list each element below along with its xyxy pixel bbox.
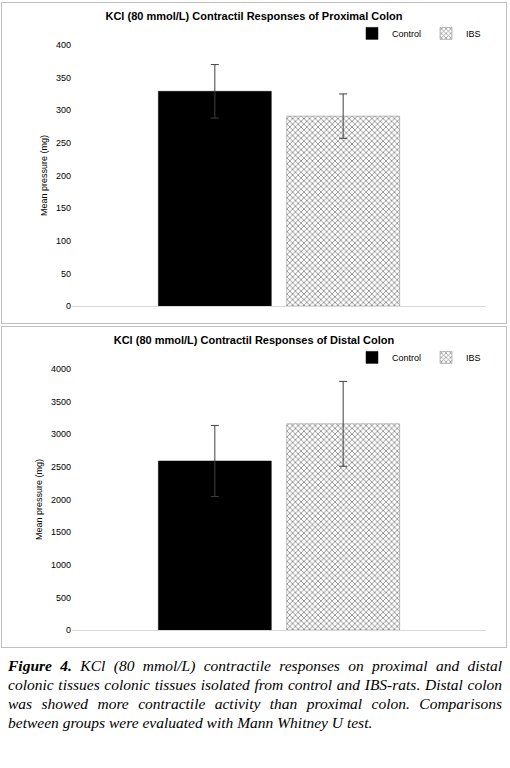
svg-text:0: 0	[66, 301, 71, 311]
svg-text:350: 350	[56, 73, 71, 83]
svg-text:200: 200	[56, 171, 71, 181]
svg-text:400: 400	[56, 40, 71, 50]
svg-text:KCl (80 mmol/L) Contractil Res: KCl (80 mmol/L) Contractil Responses of …	[114, 334, 395, 346]
svg-text:0: 0	[66, 625, 71, 635]
svg-text:3000: 3000	[51, 429, 71, 439]
svg-text:500: 500	[56, 593, 71, 603]
svg-text:1500: 1500	[51, 527, 71, 537]
svg-text:2500: 2500	[51, 462, 71, 472]
html-text:KCl (80 mmol/L) contractile re: KCl (80 mmol/L) contractile responses on…	[8, 657, 502, 731]
svg-text:2000: 2000	[51, 495, 71, 505]
svg-text:3500: 3500	[51, 397, 71, 407]
svg-text:250: 250	[56, 138, 71, 148]
svg-text:1000: 1000	[51, 560, 71, 570]
svg-text:Control: Control	[392, 353, 421, 363]
svg-text:IBS: IBS	[466, 29, 481, 39]
svg-text:300: 300	[56, 105, 71, 115]
svg-text:100: 100	[56, 236, 71, 246]
svg-text:KCl (80 mmol/L) Contractil Res: KCl (80 mmol/L) Contractil Responses of …	[105, 10, 402, 22]
svg-text:Mean pressure (mg): Mean pressure (mg)	[39, 135, 49, 216]
svg-text:Mean pressure (mg): Mean pressure (mg)	[34, 459, 44, 540]
svg-text:4000: 4000	[51, 364, 71, 374]
svg-text:50: 50	[61, 269, 71, 279]
svg-text:IBS: IBS	[466, 353, 481, 363]
html-text:Figure 4.: Figure 4.	[8, 657, 72, 674]
svg-text:150: 150	[56, 203, 71, 213]
svg-text:Control: Control	[392, 29, 421, 39]
